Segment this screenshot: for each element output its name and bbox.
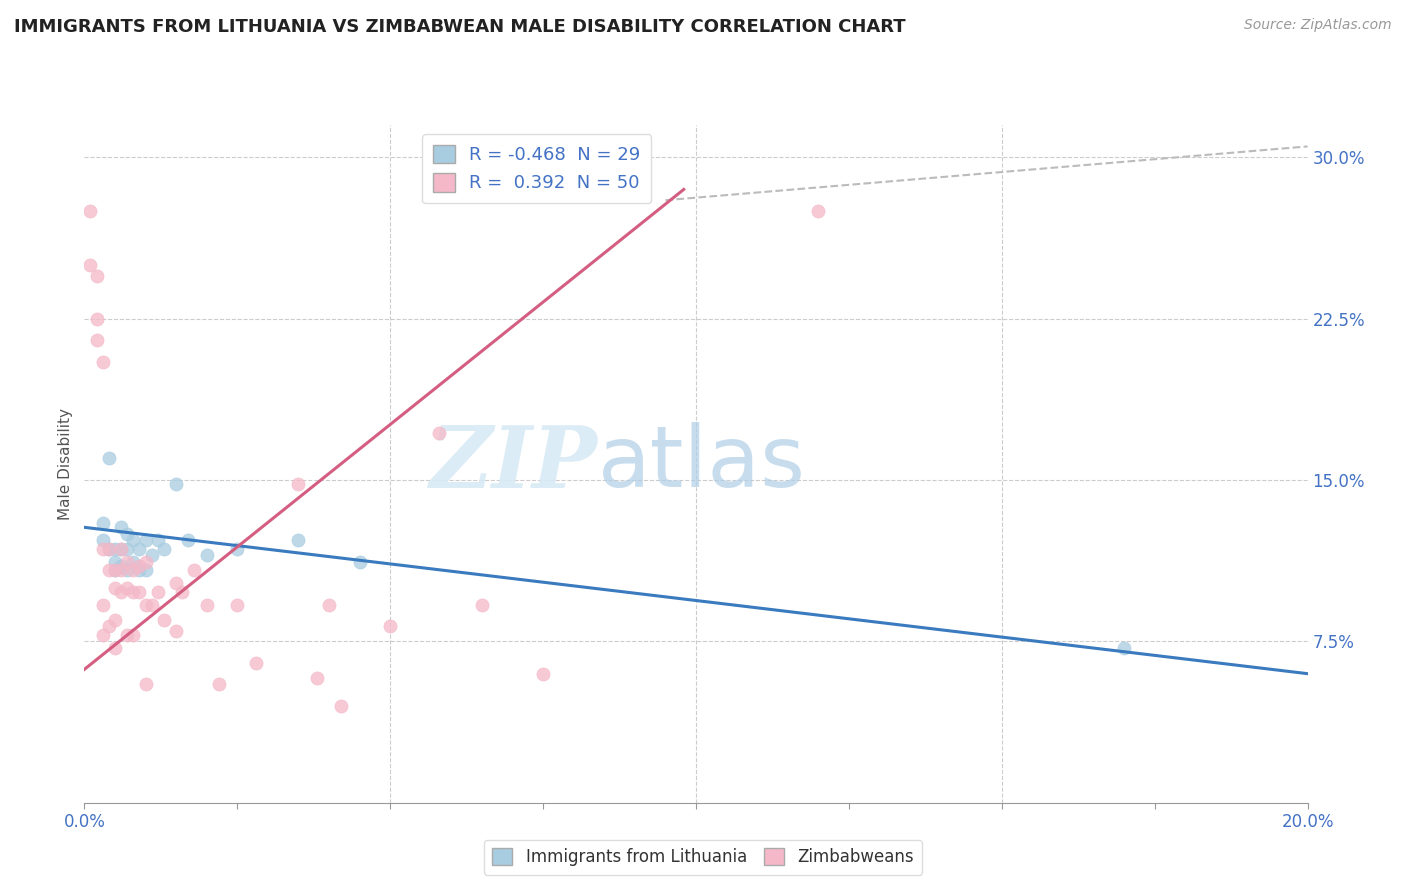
Point — [115, 563, 138, 577]
Point — [318, 598, 340, 612]
Point — [122, 563, 145, 577]
Point — [531, 666, 554, 681]
Point — [86, 311, 108, 326]
Point — [165, 576, 187, 591]
Point — [172, 585, 194, 599]
Point — [141, 598, 163, 612]
Point — [104, 563, 127, 577]
Text: atlas: atlas — [598, 422, 806, 506]
Point — [245, 656, 267, 670]
Point — [79, 258, 101, 272]
Point — [128, 585, 150, 599]
Point — [146, 585, 169, 599]
Point — [104, 541, 127, 556]
Point — [97, 563, 120, 577]
Point — [104, 581, 127, 595]
Point — [122, 585, 145, 599]
Point — [471, 598, 494, 612]
Point — [104, 563, 127, 577]
Point — [122, 555, 145, 569]
Legend: Immigrants from Lithuania, Zimbabweans: Immigrants from Lithuania, Zimbabweans — [484, 840, 922, 875]
Point — [91, 598, 114, 612]
Point — [79, 204, 101, 219]
Point — [115, 526, 138, 541]
Point — [128, 563, 150, 577]
Text: ZIP: ZIP — [430, 422, 598, 506]
Point — [135, 555, 157, 569]
Point — [128, 541, 150, 556]
Point — [122, 533, 145, 548]
Point — [115, 581, 138, 595]
Text: IMMIGRANTS FROM LITHUANIA VS ZIMBABWEAN MALE DISABILITY CORRELATION CHART: IMMIGRANTS FROM LITHUANIA VS ZIMBABWEAN … — [14, 18, 905, 36]
Point — [287, 533, 309, 548]
Y-axis label: Male Disability: Male Disability — [58, 408, 73, 520]
Point — [91, 354, 114, 368]
Point — [110, 563, 132, 577]
Point — [97, 541, 120, 556]
Point — [110, 541, 132, 556]
Point — [115, 541, 138, 556]
Point — [1114, 640, 1136, 655]
Point — [91, 628, 114, 642]
Point — [135, 563, 157, 577]
Point — [97, 451, 120, 466]
Point — [305, 671, 328, 685]
Point — [110, 520, 132, 534]
Point — [141, 549, 163, 563]
Legend: R = -0.468  N = 29, R =  0.392  N = 50: R = -0.468 N = 29, R = 0.392 N = 50 — [422, 134, 651, 203]
Point — [97, 619, 120, 633]
Point — [115, 555, 138, 569]
Point — [153, 541, 176, 556]
Point — [91, 516, 114, 530]
Point — [86, 333, 108, 347]
Point — [104, 640, 127, 655]
Point — [146, 533, 169, 548]
Point — [807, 204, 830, 219]
Point — [349, 555, 371, 569]
Point — [97, 541, 120, 556]
Point — [135, 533, 157, 548]
Point — [226, 598, 249, 612]
Point — [91, 533, 114, 548]
Point — [195, 598, 218, 612]
Point — [115, 628, 138, 642]
Point — [153, 613, 176, 627]
Point — [91, 541, 114, 556]
Point — [427, 425, 450, 440]
Point — [110, 585, 132, 599]
Text: Source: ZipAtlas.com: Source: ZipAtlas.com — [1244, 18, 1392, 32]
Point — [110, 541, 132, 556]
Point — [330, 698, 353, 713]
Point — [122, 628, 145, 642]
Point — [165, 624, 187, 638]
Point — [177, 533, 200, 548]
Point — [165, 477, 187, 491]
Point — [183, 563, 205, 577]
Point — [110, 559, 132, 574]
Point — [208, 677, 231, 691]
Point — [287, 477, 309, 491]
Point — [135, 598, 157, 612]
Point — [86, 268, 108, 283]
Point — [128, 559, 150, 574]
Point — [195, 549, 218, 563]
Point — [104, 555, 127, 569]
Point — [135, 677, 157, 691]
Point — [380, 619, 402, 633]
Point — [226, 541, 249, 556]
Point — [104, 613, 127, 627]
